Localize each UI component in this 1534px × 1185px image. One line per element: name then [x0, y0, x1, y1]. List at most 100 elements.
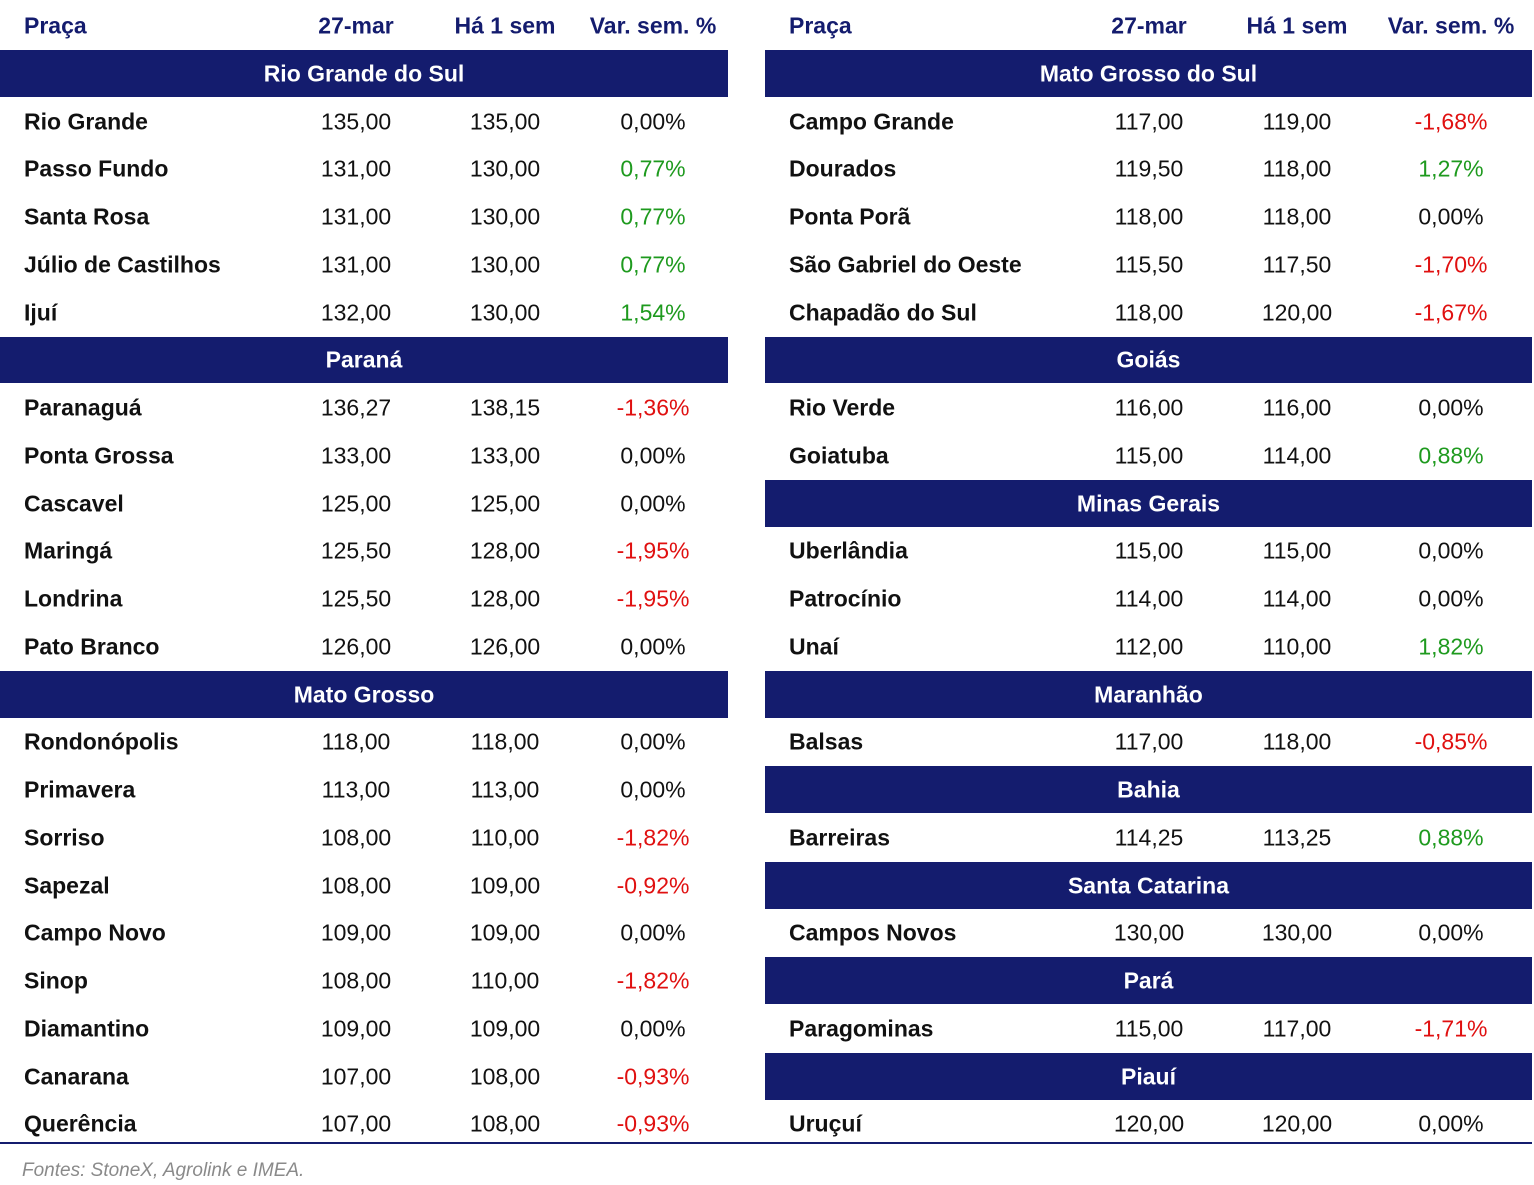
place-name: Rondonópolis	[24, 728, 179, 755]
section-band: Paraná	[0, 336, 728, 384]
price: 114,25	[1114, 824, 1184, 851]
section-title: Paraná	[325, 346, 403, 373]
place-name: Sinop	[24, 967, 88, 994]
weekly-change: -0,93%	[616, 1110, 690, 1137]
weekly-change: 0,00%	[1418, 1110, 1484, 1137]
place-name: Chapadão do Sul	[789, 299, 977, 326]
price: 108,00	[469, 1110, 541, 1137]
place-name: Paranaguá	[24, 394, 142, 421]
price: 126,00	[320, 633, 392, 660]
place-name: São Gabriel do Oeste	[789, 251, 1022, 278]
section-title: Bahia	[1117, 776, 1180, 803]
place-name: Balsas	[789, 728, 864, 755]
weekly-change: 0,00%	[620, 108, 686, 135]
price: 110,00	[470, 967, 540, 994]
price: 132,00	[320, 299, 392, 326]
price: 114,00	[1114, 585, 1184, 612]
weekly-change: 0,00%	[620, 776, 686, 803]
column-header: 27-mar	[1111, 12, 1187, 39]
price: 136,27	[320, 394, 392, 421]
weekly-change: 0,00%	[620, 442, 686, 469]
price: 109,00	[320, 919, 392, 946]
price: 117,00	[1114, 728, 1184, 755]
price: 108,00	[320, 872, 392, 899]
price: 125,50	[320, 585, 392, 612]
section-band: Minas Gerais	[765, 479, 1532, 527]
place-name: Paragominas	[789, 1015, 934, 1042]
weekly-change: 0,77%	[620, 155, 686, 182]
weekly-change: 0,77%	[620, 203, 686, 230]
section-title: Piauí	[1121, 1063, 1176, 1090]
place-name: Maringá	[24, 537, 113, 564]
weekly-change: -0,85%	[1414, 728, 1488, 755]
price: 108,00	[320, 824, 392, 851]
price: 115,00	[1262, 537, 1332, 564]
price: 125,00	[320, 490, 392, 517]
price: 133,00	[320, 442, 392, 469]
price: 135,00	[320, 108, 392, 135]
place-name: Cascavel	[24, 490, 124, 517]
price: 130,00	[1113, 919, 1185, 946]
price: 118,00	[1114, 203, 1184, 230]
weekly-change: 1,82%	[1418, 633, 1484, 660]
price: 128,00	[469, 537, 541, 564]
place-name: Uruçuí	[789, 1110, 862, 1137]
weekly-change: 0,00%	[1418, 537, 1484, 564]
price: 109,00	[469, 872, 541, 899]
price: 116,00	[1262, 394, 1332, 421]
price: 118,00	[470, 728, 540, 755]
weekly-change: 0,00%	[620, 633, 686, 660]
place-name: Campo Grande	[789, 108, 954, 135]
price: 113,00	[470, 776, 540, 803]
price: 115,50	[1114, 251, 1184, 278]
price: 118,00	[1262, 155, 1332, 182]
section-band: Mato Grosso	[0, 670, 728, 718]
price: 133,00	[469, 442, 541, 469]
price: 118,00	[1114, 299, 1184, 326]
price: 113,00	[321, 776, 391, 803]
place-name: Diamantino	[24, 1015, 150, 1042]
price: 107,00	[320, 1110, 392, 1137]
price: 125,00	[469, 490, 541, 517]
price: 114,00	[1262, 585, 1332, 612]
place-name: Rio Grande	[24, 108, 148, 135]
section-title: Maranhão	[1094, 681, 1203, 708]
price: 115,00	[1114, 537, 1184, 564]
place-name: Sapezal	[24, 872, 110, 899]
price: 114,00	[1262, 442, 1332, 469]
place-name: Pato Branco	[24, 633, 160, 660]
column-header: 27-mar	[318, 12, 394, 39]
price: 128,00	[469, 585, 541, 612]
price: 108,00	[469, 1063, 541, 1090]
price: 119,50	[1114, 155, 1184, 182]
price: 120,00	[1261, 299, 1333, 326]
price: 115,00	[1114, 1015, 1184, 1042]
section-title: Mato Grosso	[293, 681, 435, 708]
weekly-change: -0,93%	[616, 1063, 690, 1090]
price: 120,00	[1261, 1110, 1333, 1137]
price: 131,00	[320, 155, 392, 182]
column-header: Praça	[789, 12, 852, 39]
price: 109,00	[320, 1015, 392, 1042]
price: 135,00	[469, 108, 541, 135]
weekly-change: -0,92%	[616, 872, 690, 899]
column-header: Há 1 sem	[454, 12, 556, 39]
price: 110,00	[1262, 633, 1332, 660]
weekly-change: -1,68%	[1414, 108, 1488, 135]
price: 112,00	[1114, 633, 1184, 660]
price: 130,00	[469, 155, 541, 182]
place-name: Dourados	[789, 155, 897, 182]
price: 119,00	[1262, 108, 1332, 135]
place-name: Rio Verde	[789, 394, 896, 421]
section-title: Pará	[1123, 967, 1174, 994]
price: 113,25	[1262, 824, 1332, 851]
price: 131,00	[320, 251, 392, 278]
section-band: Bahia	[765, 766, 1532, 813]
price: 131,00	[320, 203, 392, 230]
bottom-rule	[0, 1142, 1532, 1144]
price: 109,00	[469, 1015, 541, 1042]
place-name: Unaí	[789, 633, 839, 660]
column-header: Praça	[24, 12, 87, 39]
section-title: Mato Grosso do Sul	[1039, 60, 1258, 87]
section-title: Santa Catarina	[1067, 872, 1230, 899]
